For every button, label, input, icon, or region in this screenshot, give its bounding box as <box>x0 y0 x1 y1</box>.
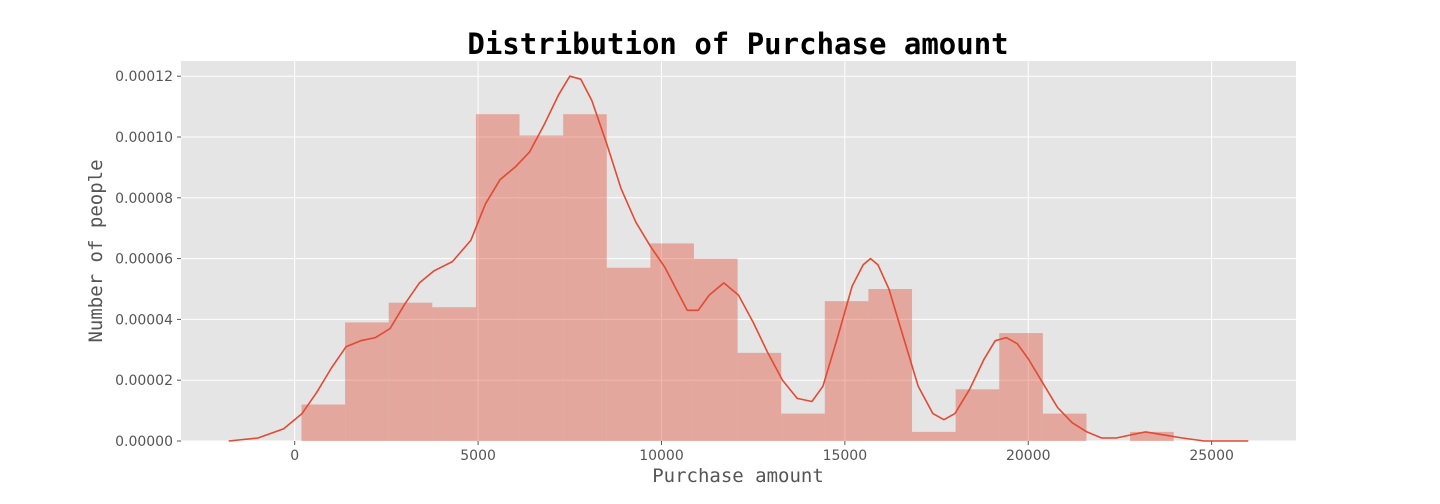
grid-lines <box>181 61 1296 442</box>
histogram-bar-1 <box>345 322 389 441</box>
histogram-bar-4 <box>475 114 520 441</box>
histogram-bar-5 <box>519 135 564 442</box>
x-tick-label-0: 0 <box>290 448 299 464</box>
x-tick-label-5: 25000 <box>1189 448 1234 464</box>
histogram-bar-6 <box>563 114 607 441</box>
histogram-bar-9 <box>693 258 738 441</box>
histogram-bar-3 <box>432 307 476 441</box>
histogram-bar-16 <box>999 333 1043 441</box>
x-axis-label: Purchase amount <box>652 465 824 487</box>
kde-line <box>228 75 1249 442</box>
y-tick-label-5: 0.00010 <box>115 130 173 146</box>
histogram-bar-13 <box>868 289 913 441</box>
histogram-bar-14 <box>912 431 956 441</box>
y-tick-label-1: 0.00002 <box>115 373 173 389</box>
x-tick-label-2: 10000 <box>639 448 684 464</box>
histogram-bar-11 <box>781 413 825 441</box>
plot-area <box>181 61 1296 441</box>
x-tick-label-1: 5000 <box>460 448 496 464</box>
histogram-bar-10 <box>737 352 782 441</box>
axis-ticks: 0 5000 10000 15000 20000 25000 0.00000 0.00002 0… <box>115 69 1234 464</box>
y-tick-label-3: 0.00006 <box>115 252 173 268</box>
histogram-bar-2 <box>388 302 433 441</box>
kde-curve <box>228 75 1249 442</box>
histogram-bar-0 <box>301 404 346 441</box>
histogram-bar-7 <box>606 267 651 441</box>
histogram-bar-15 <box>955 389 1000 441</box>
y-tick-label-4: 0.00008 <box>115 191 173 207</box>
histogram-bar-19 <box>1130 431 1174 441</box>
x-tick-label-3: 15000 <box>823 448 868 464</box>
y-tick-label-0: 0.00000 <box>115 434 173 450</box>
histogram-bar-8 <box>650 243 694 441</box>
y-tick-label-2: 0.00004 <box>115 312 173 328</box>
chart-title: Distribution of Purchase amount <box>467 27 1008 61</box>
x-tick-label-4: 20000 <box>1006 448 1051 464</box>
y-axis-label: Number of people <box>85 159 107 342</box>
histogram-bar-12 <box>824 301 869 441</box>
y-tick-label-6: 0.00012 <box>115 69 173 85</box>
